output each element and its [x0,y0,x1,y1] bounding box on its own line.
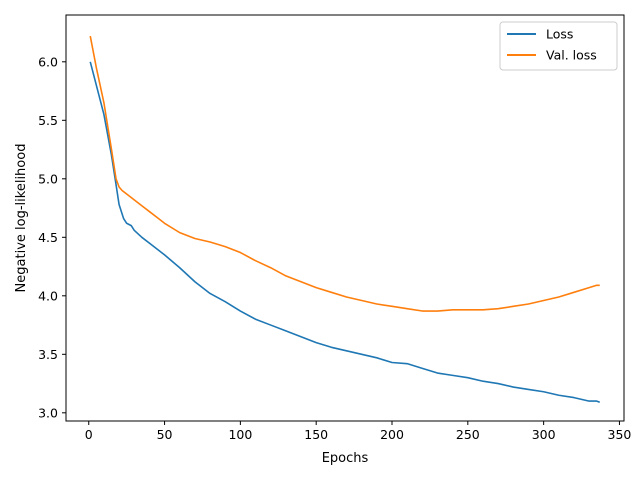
y-axis: 3.0 3.5 4.0 4.5 5.0 5.5 6.0 [38,54,66,420]
x-tick-label: 200 [380,427,404,442]
legend-label-1: Val. loss [546,48,597,63]
x-tick-label: 350 [608,427,632,442]
plot-frame [65,14,625,422]
x-tick-label: 50 [157,427,173,442]
series-line-1 [89,35,600,312]
x-tick-label: 300 [532,427,556,442]
y-axis-title: Negative log-likelihood [14,144,29,293]
y-tick-label: 5.5 [38,113,58,128]
x-axis: 0 50 100 150 200 250 300 350 [85,421,632,442]
x-tick-label: 0 [85,427,93,442]
y-tick-label: 4.0 [38,288,58,303]
x-tick-label: 100 [228,427,252,442]
x-axis-title: Epochs [322,451,369,466]
y-tick-label: 4.5 [38,230,58,245]
y-tick-label: 5.0 [38,171,58,186]
y-tick-label: 3.5 [38,347,58,362]
x-tick-label: 150 [304,427,328,442]
series-layer [89,35,601,404]
y-tick-label: 3.0 [38,405,58,420]
legend-label-0: Loss [546,27,573,42]
x-tick-label: 250 [456,427,480,442]
plot-area [66,15,624,421]
y-tick-label: 6.0 [38,54,58,69]
legend: Loss Val. loss [499,21,618,71]
series-line-0 [89,61,601,404]
